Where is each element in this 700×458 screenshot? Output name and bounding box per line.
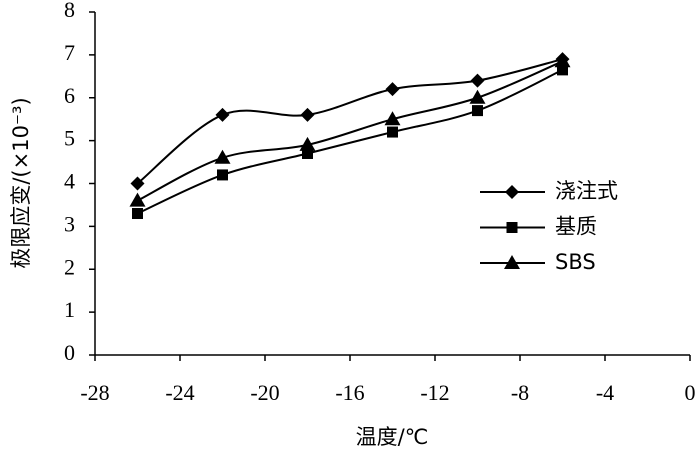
x-tick-label: -8 (511, 380, 529, 405)
x-axis-label: 温度/℃ (356, 425, 429, 449)
marker-diamond (300, 107, 315, 122)
marker-square (472, 105, 483, 117)
marker-diamond (470, 73, 485, 88)
y-tick-label: 1 (64, 297, 75, 322)
x-tick-label: -16 (335, 380, 364, 405)
marker-triangle (469, 89, 486, 104)
marker-diamond (215, 107, 230, 122)
marker-triangle (299, 136, 316, 151)
y-tick-label: 2 (64, 254, 75, 279)
marker-square (557, 64, 568, 76)
marker-diamond (505, 185, 519, 199)
legend-label: 浇注式 (555, 179, 618, 203)
marker-square (387, 126, 398, 138)
y-tick-label: 0 (64, 340, 75, 365)
legend-label: SBS (555, 250, 596, 274)
y-axis-label: 极限应变/(×10⁻³) (9, 97, 33, 268)
y-tick-label: 5 (64, 126, 75, 151)
series-line (137, 60, 563, 202)
y-tick-label: 6 (64, 83, 75, 108)
x-tick-label: -28 (80, 380, 109, 405)
marker-triangle (504, 255, 520, 269)
marker-diamond (385, 82, 400, 97)
legend-label: 基质 (555, 215, 597, 239)
x-tick-label: -4 (596, 380, 614, 405)
marker-triangle (129, 192, 146, 207)
x-tick-label: -24 (165, 380, 194, 405)
y-tick-label: 7 (64, 40, 75, 65)
marker-square (217, 169, 228, 181)
x-tick-label: -20 (250, 380, 279, 405)
x-tick-label: 0 (685, 380, 696, 405)
marker-square (302, 147, 313, 159)
marker-square (132, 208, 143, 220)
series-line (137, 68, 563, 215)
marker-triangle (554, 53, 571, 68)
y-tick-label: 4 (64, 169, 75, 194)
series-line (136, 58, 563, 185)
x-tick-label: -12 (420, 380, 449, 405)
marker-triangle (214, 149, 231, 164)
marker-square (506, 222, 518, 233)
y-tick-label: 3 (64, 211, 75, 236)
y-tick-label: 8 (64, 0, 75, 22)
marker-diamond (130, 176, 145, 191)
marker-triangle (384, 111, 401, 126)
